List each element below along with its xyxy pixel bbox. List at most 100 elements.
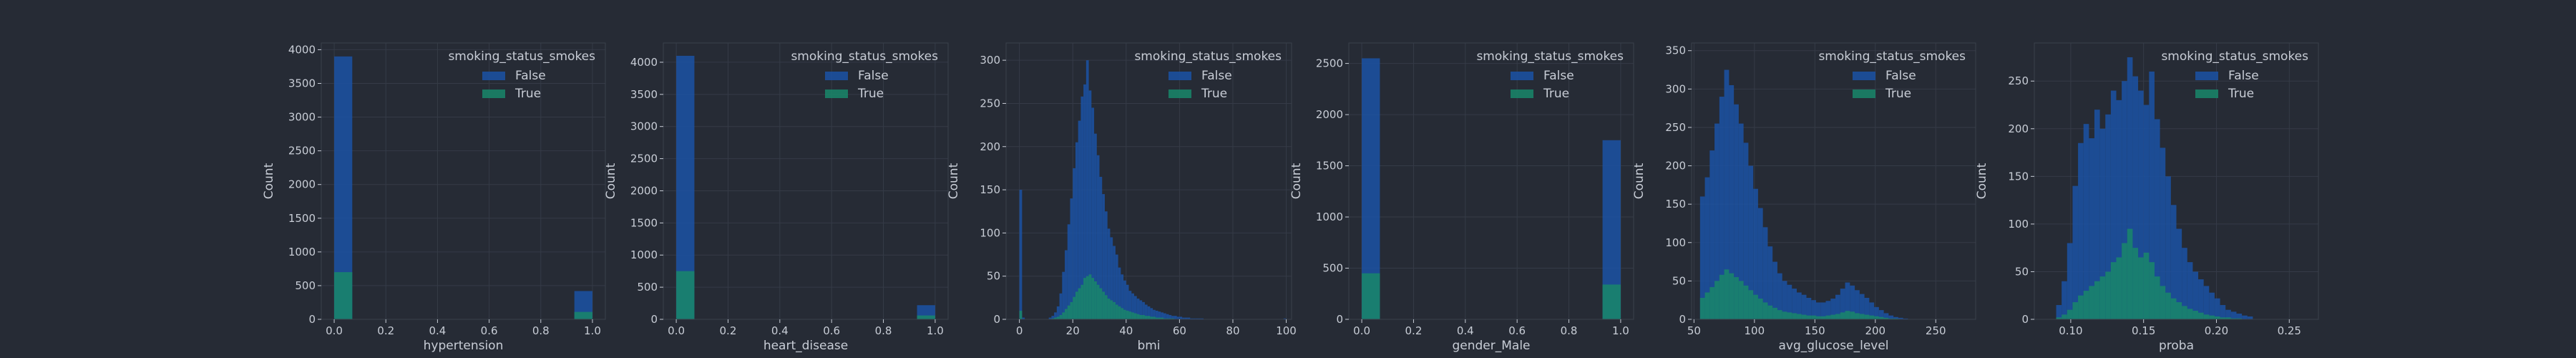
y-tick-label: 2500 — [1316, 57, 1343, 70]
series-true — [1362, 273, 1621, 319]
y-tick-label: 150 — [980, 183, 1000, 196]
x-tick-label: 200 — [1865, 324, 1885, 337]
hist-bar — [1602, 284, 1621, 319]
hist-bar — [1753, 294, 1758, 319]
y-tick-label: 2500 — [288, 145, 316, 158]
y-tick-label: 0 — [1336, 313, 1343, 326]
hist-bar — [2062, 314, 2067, 319]
hist-bar — [2143, 105, 2150, 319]
hist-bar — [1102, 291, 1105, 319]
hist-bar — [1126, 310, 1129, 319]
y-axis-title: Count — [1632, 163, 1646, 199]
legend-swatch — [482, 72, 505, 80]
hist-bar — [2198, 279, 2204, 319]
y-tick-label: 300 — [1665, 82, 1686, 95]
y-tick-label: 250 — [980, 97, 1000, 110]
hist-bar — [2110, 262, 2117, 319]
hist-bar — [1772, 261, 1777, 319]
hist-bar — [2056, 305, 2062, 319]
hist-bar — [1083, 278, 1086, 319]
x-tick-label: 150 — [1805, 324, 1825, 337]
hist-bar — [1056, 306, 1060, 319]
hist-bar — [1166, 314, 1169, 319]
x-tick-label: 40 — [1119, 324, 1133, 337]
legend-title: smoking_status_smokes — [1818, 49, 1966, 64]
hist-bar — [1757, 299, 1763, 319]
x-tick-label: 0.8 — [532, 324, 550, 337]
hist-bar — [1091, 107, 1095, 319]
hist-bar — [1080, 284, 1084, 319]
hist-bar — [1110, 237, 1113, 319]
hist-bar — [1147, 306, 1151, 319]
hist-bar — [1777, 273, 1782, 319]
hist-bar — [1855, 290, 1860, 319]
hist-bar — [1144, 316, 1148, 319]
hist-bar — [1153, 316, 1156, 319]
hist-bar — [1709, 150, 1715, 319]
x-axis-title: heart_disease — [763, 339, 848, 353]
hist-bar — [2176, 302, 2182, 319]
hist-bar — [2127, 57, 2133, 319]
y-tick-label: 0 — [650, 313, 658, 326]
hist-bar — [1163, 313, 1166, 319]
hist-bar — [676, 271, 695, 319]
hist-bar — [1714, 281, 1719, 319]
hist-bar — [1724, 69, 1729, 319]
x-tick-label: 0.20 — [2205, 324, 2228, 337]
hist-bar — [1054, 312, 1057, 319]
x-tick-label: 0.25 — [2278, 324, 2301, 337]
x-axis-title: gender_Male — [1452, 339, 1530, 353]
x-tick-label: 0.2 — [720, 324, 737, 337]
hist-bar — [1845, 282, 1850, 319]
y-tick-label: 1500 — [630, 216, 658, 229]
hist-bar — [1139, 300, 1143, 319]
hist-bar — [334, 272, 353, 319]
legend-label: False — [1543, 69, 1574, 83]
x-tick-label: 0.6 — [1508, 324, 1526, 337]
hist-bar — [1073, 296, 1075, 319]
hist-bar — [1139, 314, 1143, 319]
x-tick-label: 0.4 — [771, 324, 789, 337]
hist-bar — [1131, 312, 1134, 319]
hist-bar — [1091, 278, 1095, 319]
x-tick-label: 100 — [1745, 324, 1765, 337]
hist-bar — [1123, 309, 1126, 319]
hist-bar — [1792, 289, 1797, 319]
hist-bar — [2089, 138, 2094, 319]
hist-bar — [1878, 316, 1884, 319]
y-tick-label: 50 — [987, 270, 1000, 283]
hist-bar — [1094, 133, 1097, 319]
series-false — [1362, 58, 1621, 319]
legend: smoking_status_smokes False True — [1476, 49, 1624, 101]
x-tick-label: 0 — [1016, 324, 1023, 337]
hist-bar — [1825, 301, 1831, 319]
y-axis-title: Count — [1289, 163, 1304, 199]
hist-bar — [1835, 294, 1840, 319]
x-tick-label: 1.0 — [927, 324, 944, 337]
legend-swatch — [1511, 90, 1533, 98]
y-tick-label: 3000 — [630, 120, 658, 133]
hist-bar — [574, 311, 592, 319]
hist-bar — [1801, 314, 1807, 319]
hist-bar — [1104, 211, 1108, 319]
y-tick-label: 300 — [980, 54, 1000, 67]
hist-bar — [917, 315, 935, 319]
hist-bar — [2220, 317, 2226, 319]
legend-label: False — [1885, 69, 1916, 83]
legend-swatch — [2195, 72, 2218, 80]
y-tick-label: 500 — [637, 281, 658, 294]
hist-bar — [1840, 289, 1845, 319]
x-tick-label: 0.2 — [1405, 324, 1423, 337]
y-tick-label: 4000 — [630, 56, 658, 69]
hist-bar — [1048, 317, 1052, 319]
hist-bar — [2094, 281, 2100, 319]
x-tick-label: 0.0 — [326, 324, 343, 337]
hist-bar — [2242, 315, 2248, 319]
y-tick-label: 2000 — [1316, 108, 1343, 121]
legend-label: True — [1201, 87, 1227, 101]
legend-label: False — [515, 69, 546, 83]
hist-bar — [1142, 301, 1145, 320]
legend-swatch — [825, 72, 848, 80]
hist-bar — [2220, 305, 2226, 319]
